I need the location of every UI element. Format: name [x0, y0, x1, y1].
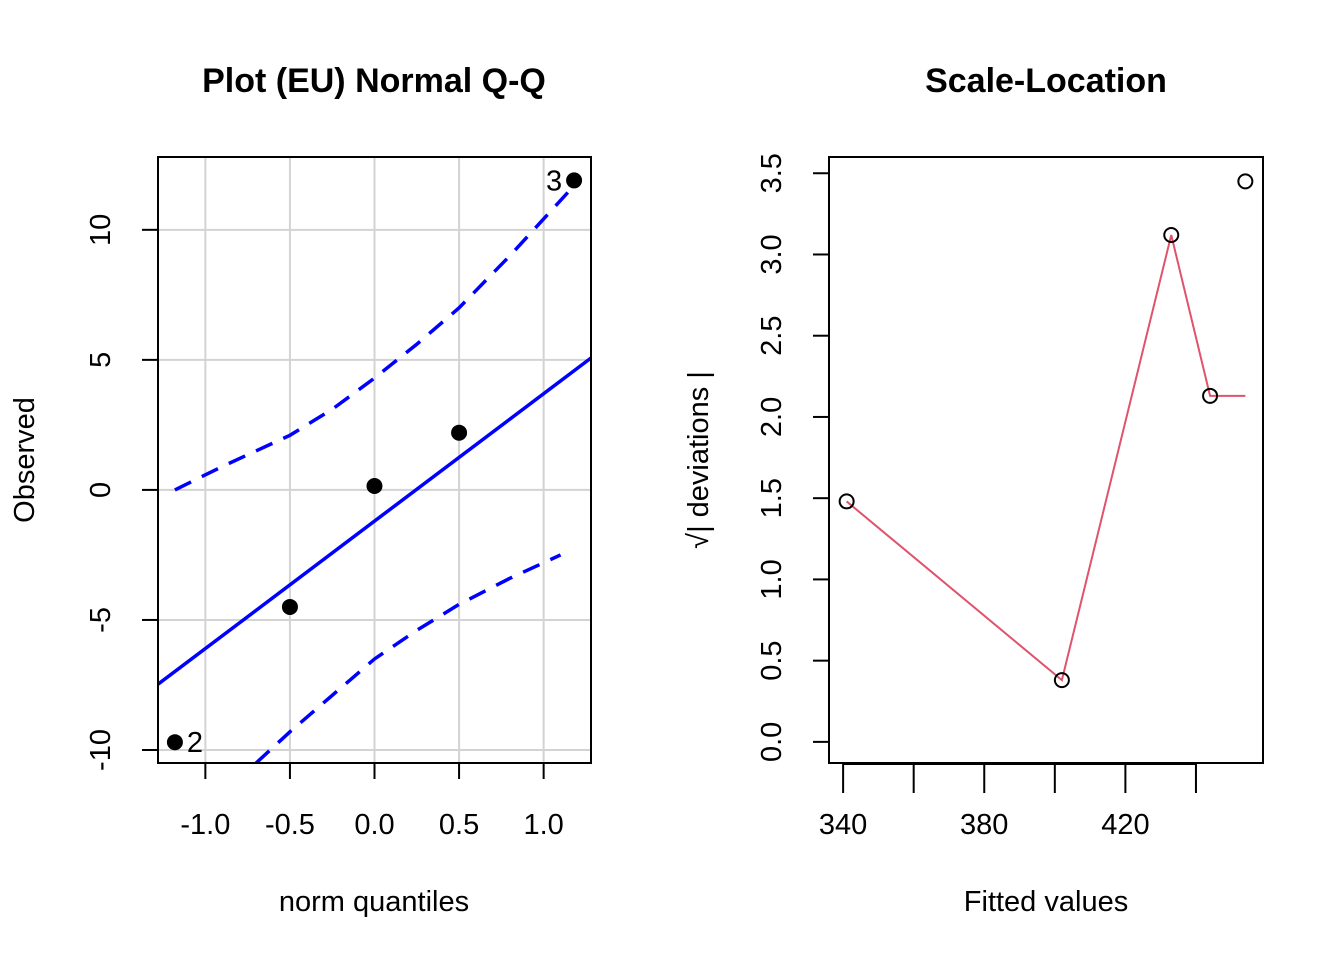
sl-x-tick-label-2: 380: [960, 809, 1008, 841]
qq-point-3: [451, 424, 468, 441]
qq-envelope-upper: [174, 184, 576, 492]
qq-y-axis: -10 -5 0 5 10: [85, 214, 158, 771]
sl-point-4: [1237, 173, 1254, 190]
sl-y-tick-label-6: 3.0: [756, 234, 788, 274]
sl-y-axis: 0.0 0.5 1.0 1.5 2.0 2.5 3.0 3.5: [756, 153, 829, 762]
qq-x-tick-label-0: -1.0: [180, 809, 230, 841]
qq-y-tick-label-1: -5: [85, 607, 117, 633]
sl-smoother-line: [846, 234, 1246, 682]
sl-frame: [828, 156, 1264, 764]
sl-title: Scale-Location: [925, 62, 1167, 100]
qq-title: Plot (EU) Normal Q-Q: [202, 62, 546, 100]
sl-y-tick-label-5: 2.5: [756, 316, 788, 356]
scale-location-panel: Scale-Location 340 380 420 0.0 0.5 1.0 1.5 2.0…: [683, 62, 1264, 918]
sl-y-tick-label-2: 1.0: [756, 559, 788, 599]
qq-x-tick-label-1: -0.5: [265, 809, 315, 841]
sl-y-tick-label-7: 3.5: [756, 153, 788, 193]
qq-envelope-lower: [254, 553, 562, 763]
qq-x-label: norm quantiles: [279, 886, 469, 918]
qq-x-tick-label-2: 0.0: [354, 809, 394, 841]
qq-reference-line: [158, 356, 591, 686]
sl-y-label: √| deviations |: [683, 371, 715, 549]
qq-y-label: Observed: [9, 397, 41, 523]
qq-point-label-0: 2: [187, 727, 203, 759]
sl-x-tick-label-0: 340: [819, 809, 867, 841]
qq-y-tick-label-2: 0: [85, 482, 117, 498]
sl-point-0: [838, 493, 855, 510]
qq-points: 23: [166, 165, 583, 759]
qq-plot-area: [158, 184, 591, 763]
qq-x-tick-label-3: 0.5: [439, 809, 479, 841]
sl-y-tick-label-3: 1.5: [756, 478, 788, 518]
sl-point-3: [1202, 387, 1219, 404]
qq-x-tick-label-4: 1.0: [523, 809, 563, 841]
sl-point-2: [1163, 226, 1180, 243]
qq-y-tick-label-3: 5: [85, 352, 117, 368]
sl-y-tick-label-0: 0.0: [756, 722, 788, 762]
qq-point-label-4: 3: [546, 165, 562, 197]
sl-x-label: Fitted values: [964, 886, 1128, 918]
qq-point-4: [566, 172, 583, 189]
sl-point-1: [1053, 672, 1070, 689]
sl-points: [838, 173, 1254, 689]
sl-y-tick-label-1: 0.5: [756, 640, 788, 680]
sl-y-tick-label-4: 2.0: [756, 397, 788, 437]
qq-y-tick-label-4: 10: [85, 214, 117, 246]
qq-point-1: [281, 598, 298, 615]
sl-x-axis: 340 380 420: [819, 763, 1197, 841]
qq-point-0: [166, 734, 183, 751]
qq-grid: [158, 157, 591, 763]
qq-y-tick-label-0: -10: [85, 729, 117, 771]
sl-x-tick-label-4: 420: [1101, 809, 1149, 841]
qq-panel: Plot (EU) Normal Q-Q 23 -1.0 -0.5 0.0 0.5 1.…: [9, 62, 592, 918]
qq-x-axis: -1.0 -0.5 0.0 0.5 1.0: [180, 763, 564, 841]
qq-point-2: [366, 478, 383, 495]
